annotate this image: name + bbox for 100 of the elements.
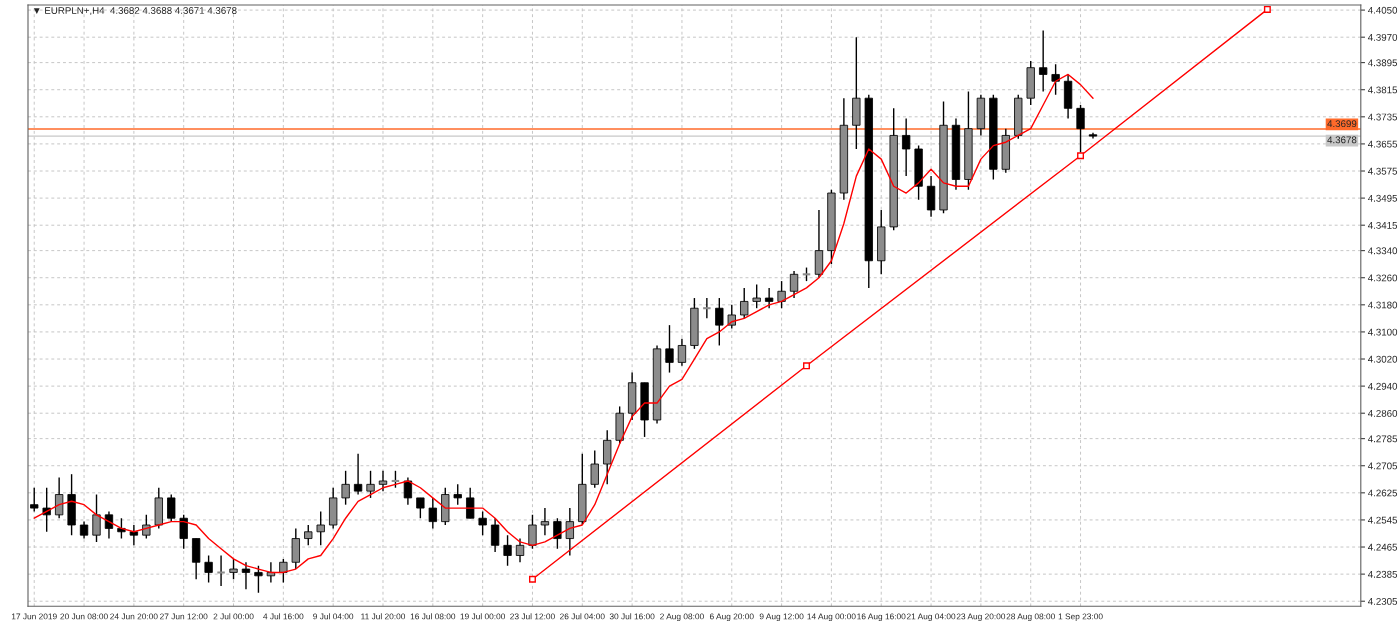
candlestick <box>403 476 413 506</box>
candlestick <box>341 470 350 506</box>
candlestick <box>229 558 238 580</box>
candlestick <box>814 209 824 279</box>
candlestick <box>490 517 500 553</box>
candlestick <box>279 558 288 584</box>
point <box>1263 5 1271 13</box>
y-tick-label: 4.3260 <box>1367 274 1398 282</box>
candlestick <box>54 476 64 519</box>
y-tick-label: 4.2705 <box>1367 462 1398 470</box>
y-tick-label: 4.3020 <box>1367 355 1398 363</box>
candlestick <box>378 470 388 492</box>
candlestick <box>540 507 550 536</box>
x-tick-label: 28 Aug 08:00 <box>1006 613 1055 622</box>
point <box>528 575 536 583</box>
candlestick <box>453 483 462 506</box>
x-tick-label: 2 Jul 00:00 <box>213 613 254 620</box>
candlestick <box>466 487 475 519</box>
y-tick-label: 4.3415 <box>1367 221 1398 229</box>
candlestick <box>92 493 101 543</box>
y-tick-label: 4.2625 <box>1367 489 1398 497</box>
y-tick-label: 4.2545 <box>1367 516 1398 524</box>
y-tick-label: 4.2940 <box>1367 382 1398 390</box>
y-tick-label: 4.3495 <box>1367 194 1398 202</box>
x-tick-label: 27 Jun 12:00 <box>160 613 208 620</box>
candlestick <box>702 297 712 320</box>
candlestick <box>789 270 799 299</box>
candlestick <box>553 517 562 550</box>
x-tick-label: 19 Jul 00:00 <box>460 613 506 620</box>
candlestick <box>603 429 612 486</box>
x-tick-label: 2 Aug 08:00 <box>660 613 704 622</box>
candlestick <box>30 487 39 513</box>
candlestick <box>752 283 761 309</box>
candlestick <box>428 497 437 530</box>
x-tick-label: 21 Aug 04:00 <box>906 613 956 622</box>
candlestick <box>416 497 425 519</box>
candlestick <box>366 470 375 499</box>
candlestick <box>777 280 786 309</box>
y-tick-label: 4.3895 <box>1367 59 1398 67</box>
candlestick <box>902 117 911 177</box>
point <box>803 362 810 370</box>
candlestick <box>254 564 263 594</box>
candlestick <box>304 524 313 547</box>
y-tick-label: 4.3735 <box>1367 113 1398 121</box>
x-tick-label: 17 Jun 2019 <box>11 613 57 620</box>
chart-title: ▼ EURPLN+,H4 4.3682 4.3688 4.3671 4.3678 <box>33 7 237 16</box>
x-tick-label: 9 Aug 12:00 <box>759 613 804 622</box>
point <box>1077 152 1085 160</box>
x-tick-label: 9 Jul 04:00 <box>313 613 354 620</box>
candlestick <box>1051 63 1060 96</box>
candlestick <box>1039 29 1048 93</box>
candlestick <box>528 514 537 550</box>
x-tick-label: 23 Aug 20:00 <box>956 613 1006 622</box>
x-tick-label: 14 Aug 00:00 <box>807 613 856 622</box>
candlestick <box>590 449 599 489</box>
x-tick-label: 23 Jul 12:00 <box>510 613 555 620</box>
x-tick-label: 6 Aug 20:00 <box>709 613 754 622</box>
y-tick-label: 4.3575 <box>1367 167 1398 175</box>
candlestick <box>167 493 176 523</box>
candlestick <box>241 561 251 591</box>
x-tick-label: 4 Jul 16:00 <box>263 613 304 620</box>
x-tick-label: 1 Sep 23:00 <box>1058 613 1103 622</box>
candlestick <box>216 554 226 587</box>
candlestick <box>129 524 139 547</box>
candlestick <box>316 510 325 547</box>
y-tick-label: 4.2305 <box>1367 597 1398 605</box>
x-tick-label: 26 Jul 04:00 <box>560 613 605 620</box>
x-tick-label: 24 Jun 20:00 <box>110 613 158 620</box>
y-tick-label: 4.3180 <box>1367 301 1398 309</box>
candlestick <box>291 527 300 570</box>
candlestick <box>192 537 201 580</box>
candlestick <box>565 507 574 557</box>
x-tick-label: 20 Jun 08:00 <box>60 613 108 620</box>
x-tick-label: 16 Jul 08:00 <box>410 613 456 620</box>
candlestick <box>715 297 724 347</box>
y-tick-label: 4.2785 <box>1367 435 1398 443</box>
x-tick-label: 30 Jul 16:00 <box>609 613 655 620</box>
y-tick-label: 4.3340 <box>1367 247 1398 255</box>
candlestick <box>515 537 525 563</box>
candlestick <box>764 287 774 309</box>
x-tick-label: 16 Aug 16:00 <box>857 613 906 622</box>
candlestick <box>478 510 487 536</box>
y-tick-label: 4.4050 <box>1367 6 1398 14</box>
candlestick <box>204 554 213 584</box>
candlestick <box>677 337 687 367</box>
candlestick <box>665 324 674 374</box>
y-tick-label: 4.2465 <box>1367 543 1398 551</box>
y-tick-label: 4.3100 <box>1367 328 1398 336</box>
y-tick-label: 4.3815 <box>1367 86 1398 94</box>
y-tick-label: 4.3970 <box>1367 33 1398 41</box>
candlestick <box>179 514 188 550</box>
y-tick-label: 4.2860 <box>1367 409 1398 417</box>
y-tick-label: 4.3655 <box>1367 140 1398 148</box>
candlestick <box>104 510 114 540</box>
x-tick-label: 11 Jul 20:00 <box>361 613 406 620</box>
candlestick <box>353 453 363 496</box>
ref-line-label: 4.3678 <box>1327 136 1357 144</box>
ref-line-label: 4.3699 <box>1327 120 1357 128</box>
candlestick <box>926 175 936 218</box>
candlestick <box>503 534 512 567</box>
